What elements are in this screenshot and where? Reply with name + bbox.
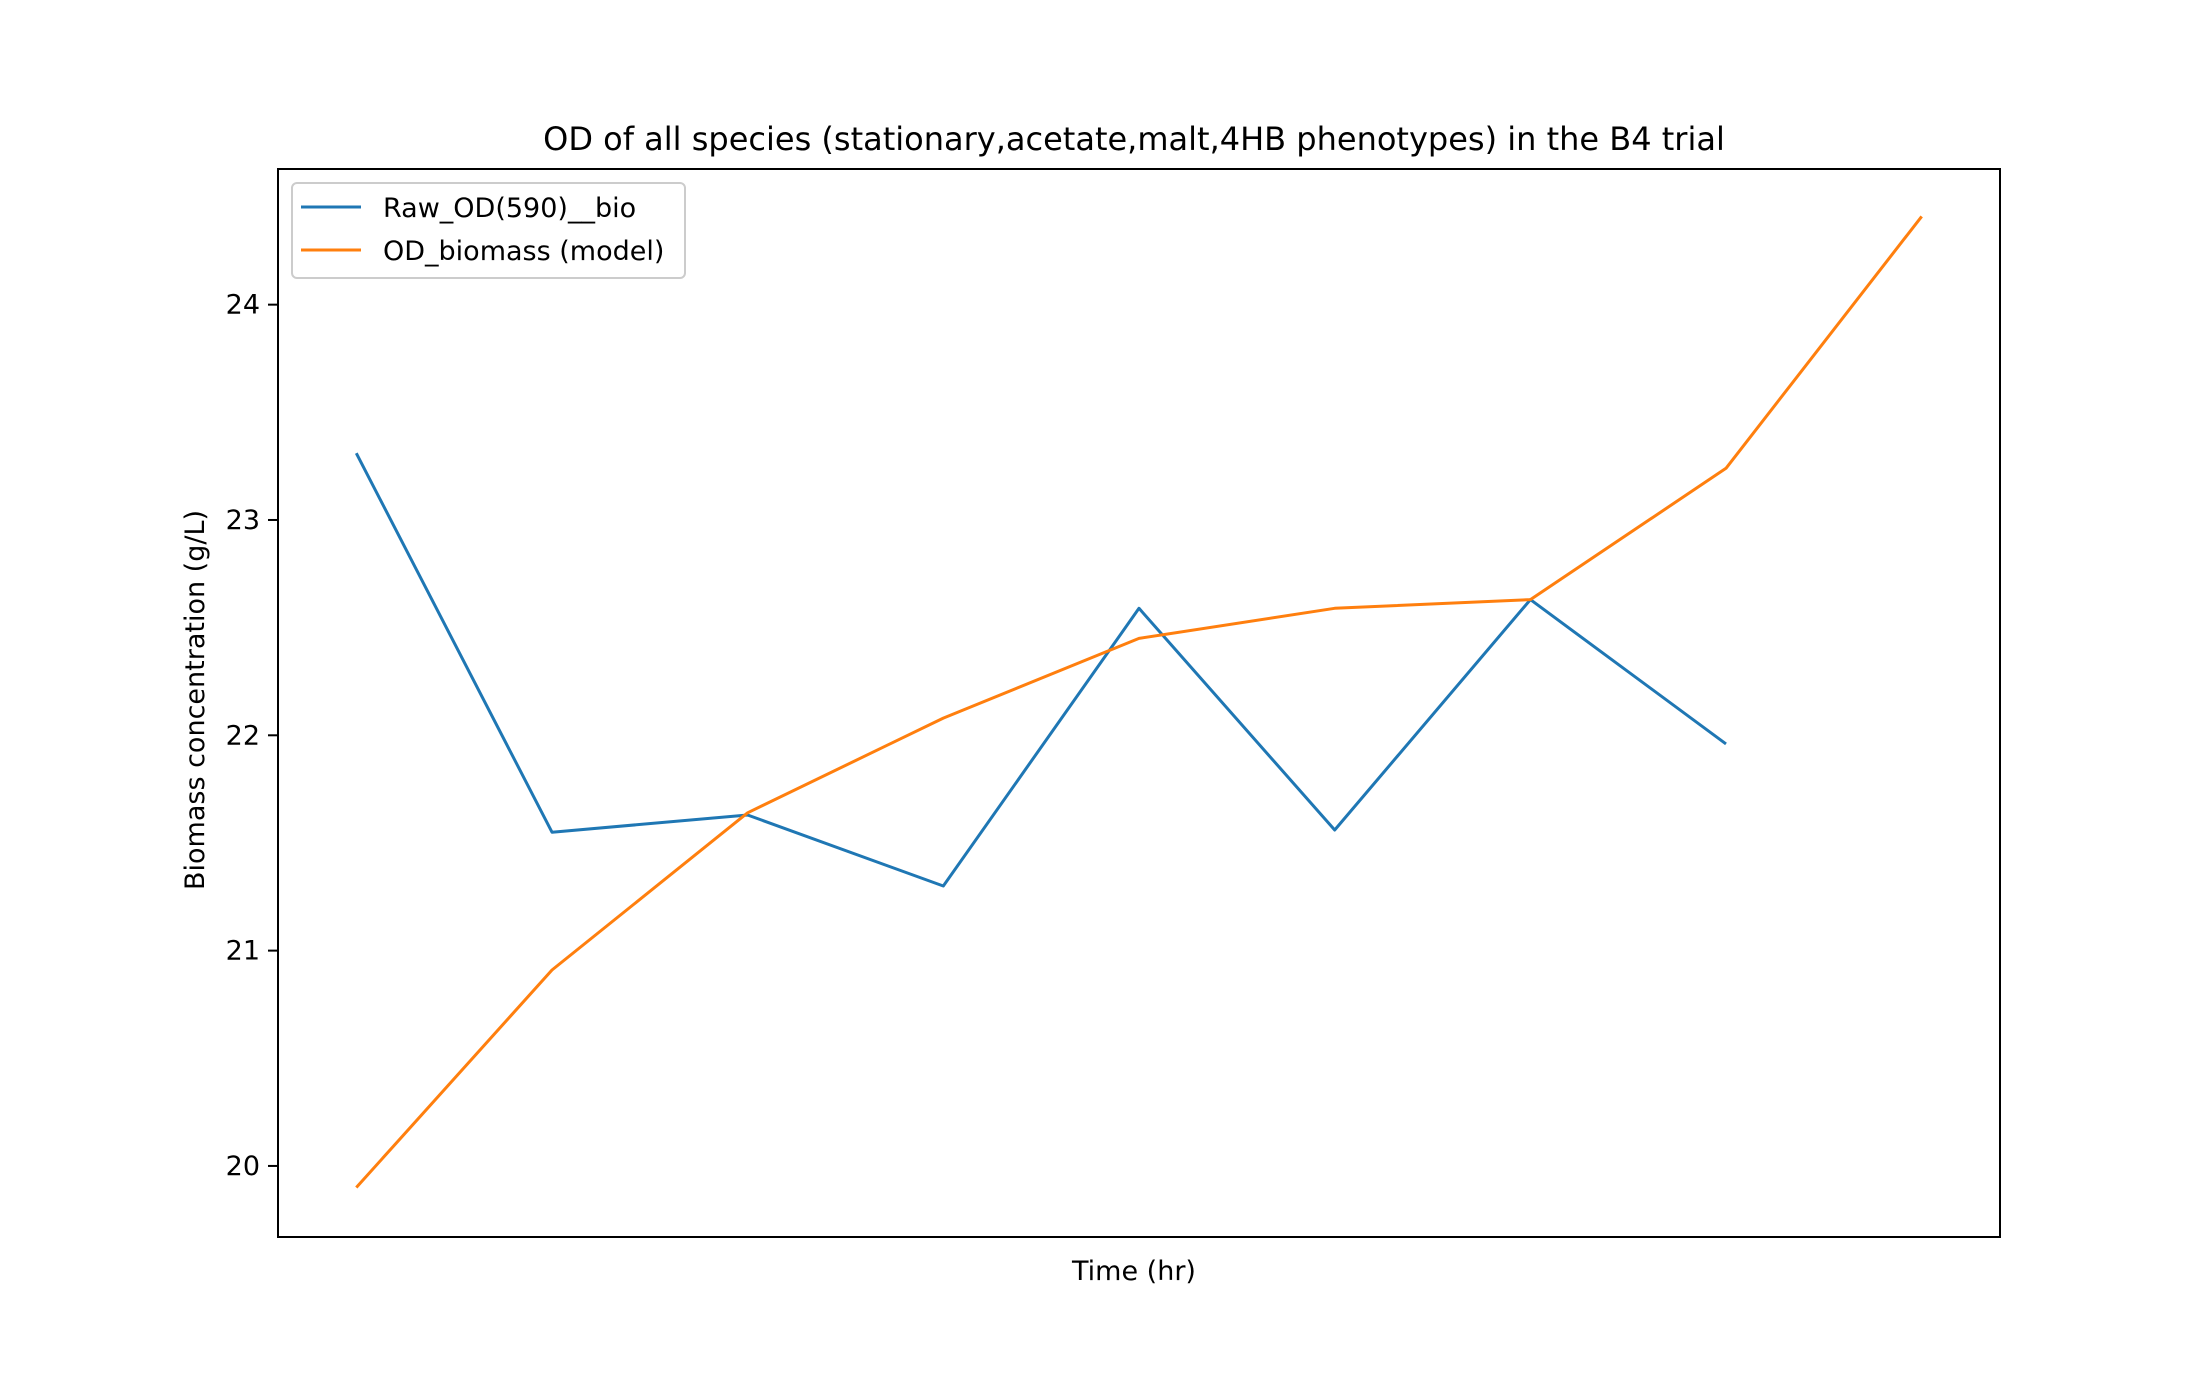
legend-label-od-biomass-model: OD_biomass (model): [383, 236, 664, 267]
series-line-od-biomass-model: [355, 215, 1923, 1189]
chart-title: OD of all species (stationary,acetate,ma…: [543, 120, 1725, 158]
x-axis-label: Time (hr): [1071, 1256, 1196, 1287]
y-axis-label: Biomass concentration (g/L): [180, 510, 211, 890]
legend-label-raw-od: Raw_OD(590)__bio: [383, 193, 636, 224]
y-tick-label: 24: [226, 290, 260, 321]
legend-box: [291, 182, 686, 279]
legend: Raw_OD(590)__bio OD_biomass (model): [291, 182, 686, 279]
plot-area: 20 21 22 23 24: [226, 168, 2001, 1238]
y-tick-label: 20: [226, 1151, 260, 1182]
series-line-raw-od: [354, 452, 1727, 888]
y-axis-ticks: 20 21 22 23 24: [226, 290, 278, 1182]
y-tick-label: 21: [226, 936, 260, 967]
y-tick-label: 23: [226, 505, 260, 536]
series-layer: [354, 215, 1923, 1189]
plot-frame: [277, 168, 2001, 1238]
y-tick-label: 22: [226, 720, 260, 751]
